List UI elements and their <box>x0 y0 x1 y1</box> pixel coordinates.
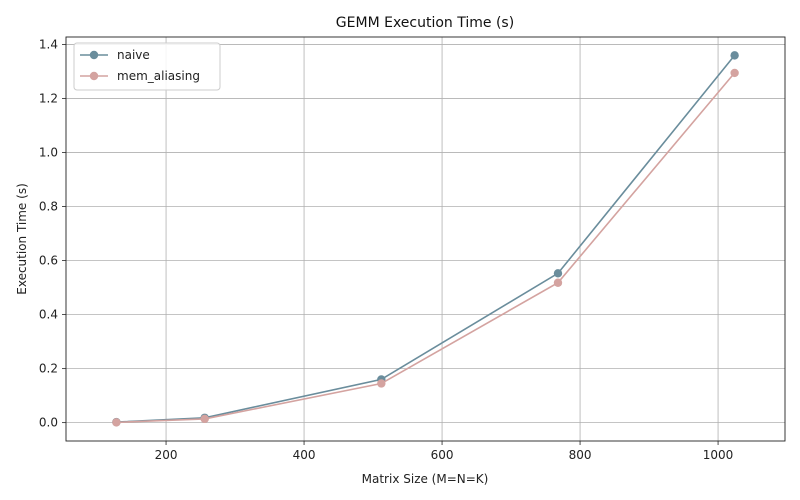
data-point-mem_aliasing <box>730 68 739 78</box>
plot-frame <box>65 36 786 442</box>
plot-area <box>66 37 785 441</box>
x-tick-label: 1000 <box>703 448 734 462</box>
y-axis-label: Execution Time (s) <box>15 183 29 295</box>
grid-lines <box>66 37 785 441</box>
y-tick-label: 1.2 <box>39 92 58 106</box>
data-point-mem_aliasing <box>112 418 121 427</box>
y-tick-label: 1.4 <box>39 38 58 52</box>
data-point-mem_aliasing <box>377 379 386 388</box>
y-tick-label: 1.0 <box>39 146 58 160</box>
y-axis-ticks: 0.0 0.2 0.4 0.6 0.8 1.0 1.2 1.4 <box>39 38 66 430</box>
legend-swatch-marker <box>89 71 99 81</box>
y-tick-label: 0.6 <box>39 254 58 268</box>
data-point-naive <box>730 51 739 60</box>
plot-background <box>66 37 785 441</box>
y-tick-label: 0.2 <box>39 362 58 376</box>
legend-swatch-marker <box>89 50 99 60</box>
data-point-naive <box>553 269 563 278</box>
series-layer <box>65 36 786 442</box>
y-tick-label: 0.0 <box>39 416 58 430</box>
x-axis-label: Matrix Size (M=N=K) <box>362 472 489 486</box>
x-tick-label: 200 <box>155 448 178 462</box>
chart-title: GEMM Execution Time (s) <box>336 15 514 31</box>
x-tick-label: 400 <box>293 448 316 462</box>
legend-box <box>73 42 221 91</box>
data-point-mem_aliasing <box>200 414 209 424</box>
x-tick-label: 600 <box>431 448 454 462</box>
legend-label: mem_aliasing <box>117 69 200 83</box>
legend: naive mem_aliasing <box>73 42 221 91</box>
data-point-mem_aliasing <box>553 278 563 287</box>
legend-label: naive <box>117 48 150 62</box>
y-tick-label: 0.4 <box>39 308 58 322</box>
y-tick-label: 0.8 <box>39 200 58 214</box>
x-tick-label: 800 <box>569 448 592 462</box>
x-axis-ticks: 200 400 600 800 1000 <box>155 441 734 462</box>
